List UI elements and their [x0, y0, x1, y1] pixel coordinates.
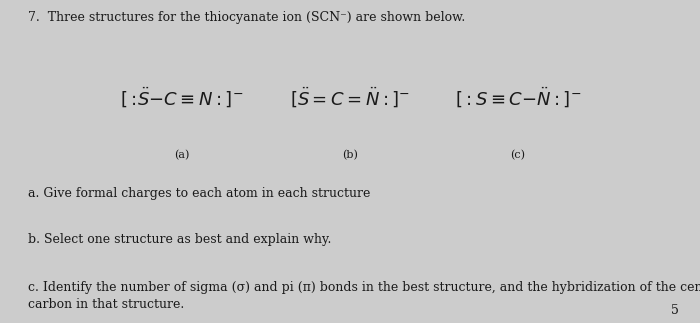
Text: 5: 5 [671, 304, 679, 317]
Text: $[{:\!\ddot{S}}{-}C{\equiv}N{:}]^{-}$: $[{:\!\ddot{S}}{-}C{\equiv}N{:}]^{-}$ [120, 85, 244, 109]
Text: (c): (c) [510, 150, 526, 160]
Text: a. Give formal charges to each atom in each structure: a. Give formal charges to each atom in e… [28, 187, 370, 200]
Text: (b): (b) [342, 150, 358, 160]
Text: b. Select one structure as best and explain why.: b. Select one structure as best and expl… [28, 233, 331, 245]
Text: c. Identify the number of sigma (σ) and pi (π) bonds in the best structure, and : c. Identify the number of sigma (σ) and … [28, 281, 700, 311]
Text: (a): (a) [174, 150, 190, 160]
Text: $[{:}S{\equiv}C{-}\ddot{N}{:}]^{-}$: $[{:}S{\equiv}C{-}\ddot{N}{:}]^{-}$ [455, 85, 581, 109]
Text: 7.  Three structures for the thiocyanate ion (SCN⁻) are shown below.: 7. Three structures for the thiocyanate … [28, 11, 466, 24]
Text: $[{\ddot{S}}{=}C{=}\ddot{N}{:}]^{-}$: $[{\ddot{S}}{=}C{=}\ddot{N}{:}]^{-}$ [290, 85, 410, 109]
